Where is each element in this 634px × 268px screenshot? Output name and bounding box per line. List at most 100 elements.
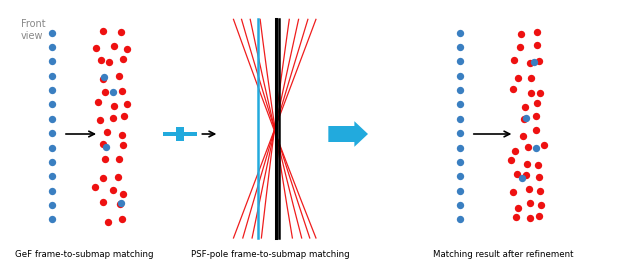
Point — [100, 90, 110, 94]
Point — [96, 57, 106, 62]
Point — [117, 133, 127, 137]
Point — [455, 217, 465, 221]
Point — [532, 43, 542, 47]
Point — [98, 142, 108, 147]
Point — [93, 99, 103, 104]
Point — [529, 59, 539, 64]
Point — [99, 75, 109, 80]
Point — [521, 116, 531, 120]
Point — [47, 102, 57, 107]
Point — [47, 88, 57, 92]
Point — [115, 201, 126, 206]
Point — [47, 117, 57, 121]
Point — [519, 117, 529, 121]
Point — [98, 29, 108, 33]
Point — [117, 192, 127, 196]
Point — [455, 117, 465, 121]
Point — [455, 59, 465, 64]
Point — [115, 201, 126, 205]
Point — [525, 61, 535, 65]
Point — [508, 190, 519, 194]
Point — [516, 32, 526, 36]
Point — [513, 206, 523, 211]
Point — [103, 219, 113, 224]
Bar — [162, 132, 197, 136]
Point — [511, 215, 521, 219]
Point — [47, 188, 57, 193]
Point — [47, 45, 57, 49]
Text: GeF frame-to-submap matching: GeF frame-to-submap matching — [15, 250, 154, 259]
Point — [455, 146, 465, 150]
Point — [98, 176, 108, 180]
Point — [108, 90, 119, 94]
Text: PSF-pole frame-to-submap matching: PSF-pole frame-to-submap matching — [191, 250, 350, 259]
Point — [100, 157, 110, 161]
Bar — [176, 127, 184, 141]
Point — [533, 175, 543, 179]
Point — [506, 158, 516, 162]
Point — [531, 128, 541, 132]
Point — [525, 201, 535, 205]
Point — [455, 188, 465, 193]
Point — [47, 217, 57, 221]
Point — [47, 146, 57, 150]
Point — [117, 89, 127, 93]
Text: Matching result after refinement: Matching result after refinement — [433, 250, 573, 259]
Point — [526, 76, 536, 81]
Point — [47, 131, 57, 135]
Point — [90, 185, 100, 189]
Point — [91, 46, 101, 50]
Point — [116, 30, 126, 34]
Point — [531, 146, 541, 150]
Point — [119, 57, 129, 61]
Point — [455, 102, 465, 107]
Point — [122, 46, 132, 51]
Point — [105, 60, 115, 65]
Point — [455, 74, 465, 78]
Point — [47, 31, 57, 35]
Point — [535, 189, 545, 193]
Point — [533, 162, 543, 167]
Point — [455, 45, 465, 49]
Point — [95, 118, 105, 122]
Text: Front
view: Front view — [21, 19, 46, 41]
Point — [515, 45, 525, 49]
Point — [102, 130, 112, 135]
Point — [526, 91, 536, 96]
Point — [524, 216, 534, 220]
Point — [119, 113, 129, 118]
Point — [47, 174, 57, 178]
Point — [122, 102, 132, 106]
Point — [509, 58, 519, 62]
Point — [455, 31, 465, 35]
Point — [47, 160, 57, 164]
Point — [98, 77, 108, 81]
Point — [113, 74, 124, 79]
Point — [109, 103, 119, 108]
Point — [532, 101, 542, 105]
Point — [47, 74, 57, 78]
Point — [455, 88, 465, 92]
Point — [521, 173, 531, 177]
Point — [534, 214, 545, 218]
Point — [47, 59, 57, 64]
Point — [531, 114, 541, 118]
Point — [531, 29, 541, 34]
Point — [522, 162, 532, 167]
Point — [455, 160, 465, 164]
Point — [518, 134, 528, 139]
Point — [512, 172, 522, 176]
Point — [455, 174, 465, 178]
Point — [534, 58, 544, 63]
Point — [114, 157, 124, 162]
Point — [108, 188, 119, 192]
Polygon shape — [328, 121, 368, 147]
Point — [113, 174, 124, 179]
Point — [519, 105, 529, 109]
Point — [523, 144, 533, 149]
Point — [517, 176, 527, 180]
Point — [455, 203, 465, 207]
Point — [535, 91, 545, 95]
Point — [108, 116, 118, 121]
Point — [524, 187, 534, 191]
